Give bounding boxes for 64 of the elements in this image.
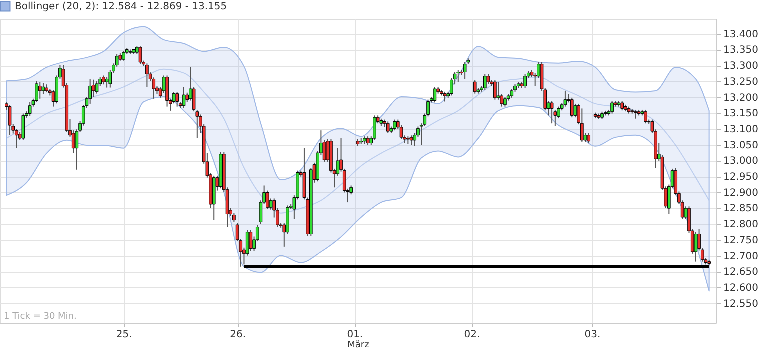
candlestick xyxy=(166,75,169,108)
candlestick xyxy=(373,115,376,141)
candlestick xyxy=(122,50,126,62)
x-axis-title: März xyxy=(348,340,370,350)
candlestick xyxy=(494,80,497,100)
candlestick xyxy=(580,108,584,143)
candlestick xyxy=(694,232,698,262)
y-tick-label: 13.250 xyxy=(724,76,758,88)
candlestick xyxy=(38,82,42,100)
candlestick xyxy=(620,100,624,112)
candlestick xyxy=(386,121,390,134)
y-tick-label: 12.800 xyxy=(724,220,758,231)
candlestick xyxy=(456,70,460,83)
candlestick xyxy=(146,63,149,88)
candlestick xyxy=(587,132,591,144)
y-tick-label: 12.650 xyxy=(724,267,758,278)
y-tick-label: 12.850 xyxy=(724,204,758,215)
y-tick-label: 12.750 xyxy=(724,235,758,246)
candlestick xyxy=(176,92,179,108)
x-tick-label: 26. xyxy=(230,330,246,340)
x-tick-label: 02. xyxy=(464,330,480,340)
candlestick xyxy=(35,80,38,103)
candlestick xyxy=(483,74,487,91)
y-tick-label: 13.050 xyxy=(724,140,758,152)
candlestick xyxy=(8,104,12,136)
y-tick-label: 12.950 xyxy=(724,172,758,184)
candlestick xyxy=(463,62,467,80)
candlestick xyxy=(644,109,648,124)
x-tick-label: 25. xyxy=(116,330,132,340)
candlestick xyxy=(22,113,26,141)
candlestick xyxy=(524,74,527,89)
candlestick xyxy=(138,46,142,65)
y-tick-label: 13.200 xyxy=(724,92,758,104)
y-tick-label: 13.100 xyxy=(724,124,758,136)
legend-label: Bollinger (20, 2): 12.584 - 12.869 - 13.155 xyxy=(15,2,228,12)
y-tick-label: 12.900 xyxy=(724,188,758,199)
y-tick-label: 13.000 xyxy=(724,156,758,168)
y-tick-label: 12.700 xyxy=(724,251,758,262)
y-tick-label: 13.150 xyxy=(724,108,758,120)
candlestick xyxy=(504,96,507,108)
candlestick xyxy=(249,230,253,252)
x-tick-label: 03. xyxy=(584,330,601,340)
x-tick-label: 01. xyxy=(347,330,364,340)
candlestick xyxy=(443,91,447,102)
candlestick xyxy=(410,135,414,146)
candlestick xyxy=(433,86,437,104)
candlestick xyxy=(496,82,500,100)
candlestick xyxy=(393,119,396,132)
candlestick xyxy=(42,82,46,95)
y-tick-label: 12.600 xyxy=(724,282,758,294)
candlestick xyxy=(95,80,99,94)
annotation: 1 Tick = 30 Min. xyxy=(4,312,77,322)
y-tick-label: 13.400 xyxy=(724,29,758,40)
candlestick xyxy=(28,102,32,117)
candlestick xyxy=(564,90,568,108)
candlestick xyxy=(570,97,574,118)
candlestick xyxy=(550,100,554,124)
y-tick-label: 12.550 xyxy=(724,298,758,310)
y-tick-label: 13.350 xyxy=(724,45,758,56)
candlestick xyxy=(610,100,614,114)
y-tick-label: 13.300 xyxy=(724,61,758,72)
candlestick xyxy=(486,74,490,84)
candlestick xyxy=(473,80,477,94)
candlestick xyxy=(88,78,92,104)
